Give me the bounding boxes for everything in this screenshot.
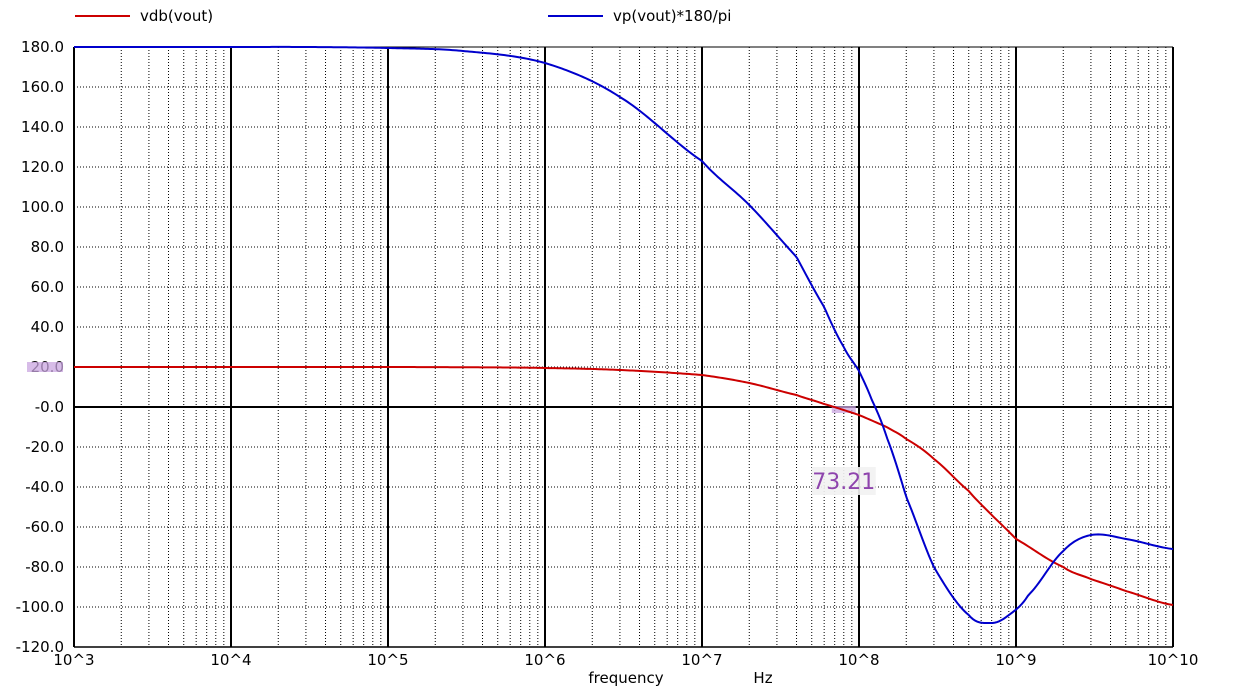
y-tick-label: 40.0 [31,318,64,336]
x-axis-label: frequency [588,669,663,687]
series-lines [74,45,1174,625]
y-axis-ticks: 180.0160.0140.0120.0100.080.060.040.020.… [16,38,64,656]
x-tick-label: 10^8 [838,651,879,669]
annotation-label-0: 73.21 [812,470,875,495]
y-tick-label: -0.0 [35,398,64,416]
y-tick-label: -60.0 [25,518,64,536]
x-tick-label: 10^6 [524,651,565,669]
y-tick-label: -40.0 [25,478,64,496]
y-tick-label: -20.0 [25,438,64,456]
y-tick-label: -120.0 [16,638,64,656]
x-axis-unit: Hz [753,669,772,687]
series-line-0 [74,365,1174,606]
y-tick-label: 160.0 [21,78,64,96]
y-tick-label: 120.0 [21,158,64,176]
y-tick-label: -100.0 [16,598,64,616]
annotation-bg-0 [811,467,876,495]
y-tick-label: 60.0 [31,278,64,296]
x-tick-label: 10^4 [210,651,251,669]
annotations: 73.21 [811,467,876,495]
cursor-marker-y [27,362,63,372]
x-tick-label: 10^7 [681,651,722,669]
legend-label-0: vdb(vout) [140,7,213,25]
series-line-1 [74,45,1174,625]
y-tick-label: 140.0 [21,118,64,136]
x-axis-ticks: 10^3 10^4 10^5 10^6 10^7 10^8 10^9 10^10 [53,651,1198,669]
x-tick-label: 10^10 [1148,651,1199,669]
x-tick-label: 10^3 [53,651,94,669]
y-tick-label: 180.0 [21,38,64,56]
legend-label-1: vp(vout)*180/pi [613,7,731,25]
legend: vdb(vout) vp(vout)*180/pi [75,7,731,25]
x-tick-label: 10^9 [995,651,1036,669]
y-tick-label: 80.0 [31,238,64,256]
major-grid [73,46,1174,648]
x-tick-label: 10^5 [367,651,408,669]
y-tick-label: -80.0 [25,558,64,576]
y-tick-label: 100.0 [21,198,64,216]
